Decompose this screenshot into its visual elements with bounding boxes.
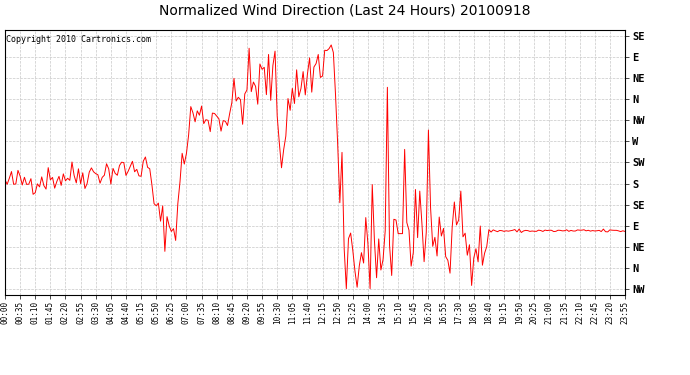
Text: Normalized Wind Direction (Last 24 Hours) 20100918: Normalized Wind Direction (Last 24 Hours…: [159, 4, 531, 18]
Text: Copyright 2010 Cartronics.com: Copyright 2010 Cartronics.com: [6, 35, 151, 44]
